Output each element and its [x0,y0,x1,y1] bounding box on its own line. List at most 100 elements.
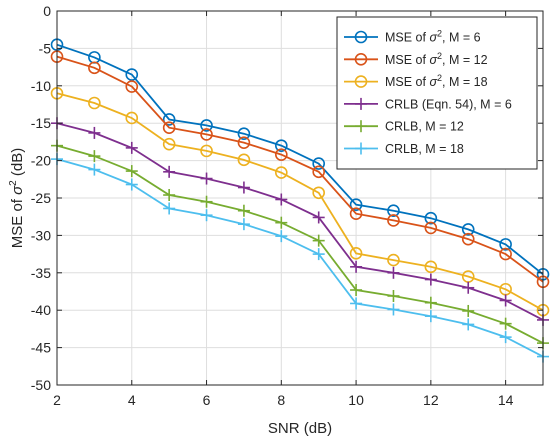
data-point [387,204,400,218]
data-point [275,230,288,243]
legend-marker [355,142,367,155]
y-tick-label: -30 [31,227,51,243]
legend-label-prefix: MSE of [385,53,429,67]
data-point [200,128,213,141]
y-tick-label: -25 [31,190,51,206]
data-point [163,189,176,202]
data-point [237,218,250,231]
data-point [88,61,101,75]
data-point [350,297,363,310]
data-point [275,193,288,206]
data-point [275,148,288,161]
data-point [200,172,213,185]
data-point [499,247,512,261]
data-point [462,318,475,331]
x-tick-label: 6 [203,392,211,408]
legend-label-prefix: MSE of [385,75,429,89]
legend-label: MSE of σ2, M = 18 [385,73,488,89]
series-4 [51,117,549,326]
data-point [237,136,251,149]
data-point [200,195,213,208]
legend-label-symbol: σ [429,75,437,89]
y-tick-label: -5 [39,40,52,56]
legend-marker [355,120,367,133]
data-point [387,266,400,279]
x-tick-label: 4 [128,392,136,408]
x-axis-label: SNR (dB) [268,420,332,437]
x-tick-label: 2 [53,392,61,408]
x-tick-label: 8 [277,392,285,408]
data-point [312,248,325,261]
data-point [125,68,139,81]
data-point [387,289,400,302]
y-axis-label-suffix: (dB) [9,148,26,181]
data-point [461,223,475,236]
data-point [162,137,176,151]
data-point [387,214,400,227]
data-point [163,165,176,178]
data-point [462,304,475,317]
legend-marker [354,52,368,66]
data-point [275,216,288,229]
data-point [200,209,213,222]
legend-item-3: MSE of σ2, M = 18 [344,73,488,89]
y-axis-label: MSE of σ2 (dB) [8,148,26,248]
series-line [56,122,544,321]
legend-label-suffix: , M = 12 [442,53,488,67]
legend-label: MSE of σ2, M = 12 [385,51,488,67]
legend-marker [354,75,368,88]
data-point [462,281,475,294]
legend-item-4: CRLB (Eqn. 54), M = 6 [344,97,512,111]
series-line [56,158,544,358]
legend-marker [354,30,368,44]
data-point [88,96,101,110]
data-point [424,260,438,274]
legend-label-symbol: σ [429,53,437,67]
y-axis-label-sup: 2 [8,180,19,186]
y-tick-label: -20 [31,153,51,169]
legend-label: CRLB, M = 18 [385,142,464,156]
series-line [56,144,544,344]
data-point [237,204,250,217]
y-tick-label: -45 [31,340,51,356]
series-line [56,43,544,276]
data-point [163,202,176,215]
data-point [349,207,363,221]
legend-label-prefix: CRLB (Eqn. 54), M = 6 [385,97,512,111]
legend-label-prefix: MSE of [385,31,429,45]
legend-item-5: CRLB, M = 12 [344,120,464,134]
y-tick-label: 0 [43,3,51,19]
x-tick-label: 10 [348,392,364,408]
data-point [200,119,213,132]
y-tick-label: -15 [31,115,51,131]
legend-label: MSE of σ2, M = 6 [385,29,481,45]
data-point [125,111,139,125]
data-point [387,253,400,267]
legend-item-1: MSE of σ2, M = 6 [344,29,481,45]
data-point [499,331,512,344]
data-point [125,80,139,93]
x-tick-label: 14 [498,392,514,408]
y-axis-label-symbol: σ [9,185,26,195]
data-point [237,153,251,167]
data-point [125,178,138,191]
y-tick-label: -10 [31,78,51,94]
series-line [56,55,544,283]
y-tick-label: -40 [31,302,51,318]
data-point [125,165,138,178]
legend-label-suffix: , M = 6 [442,31,481,45]
data-point [424,296,437,309]
data-point [424,211,438,225]
data-point [424,273,437,286]
data-point [88,163,101,176]
y-tick-label: -35 [31,265,51,281]
data-point [275,166,288,179]
legend-label-sup: 2 [437,51,442,61]
ticks: 2 4 6 8 10 12 14 0 -5 -10 -15 -20 -25 -30 -35 -40 -45 -50 [31,3,543,408]
data-point [350,284,363,297]
legend-label-suffix: , M = 18 [442,75,488,89]
